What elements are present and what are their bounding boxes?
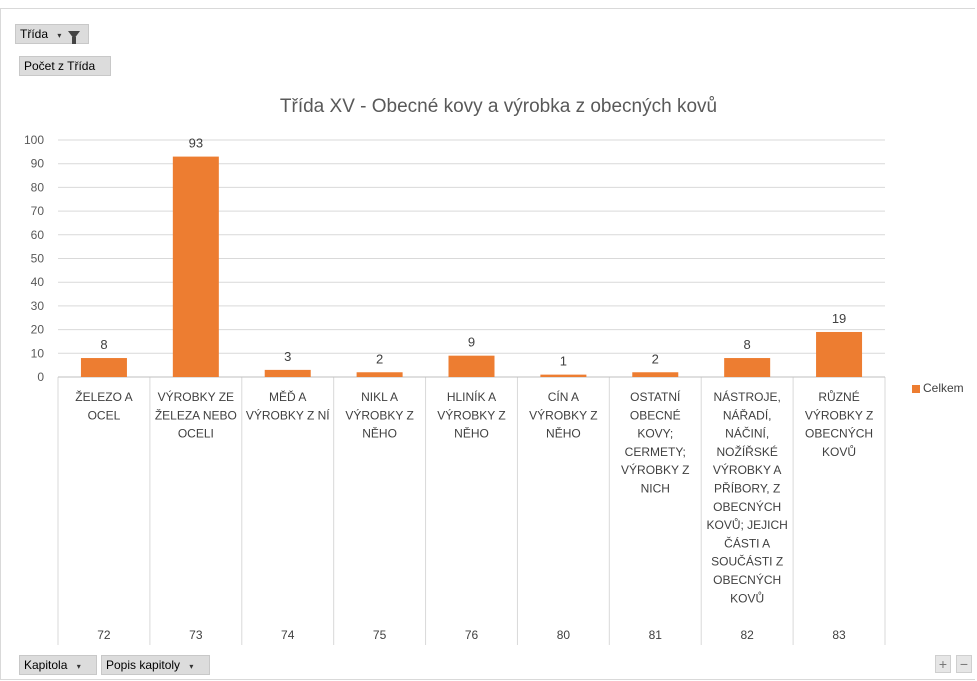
data-label: 2 bbox=[376, 351, 383, 366]
bar bbox=[448, 355, 495, 377]
dropdown-arrow-icon: ▾ bbox=[57, 31, 62, 40]
category-label-line: KOVŮ bbox=[822, 444, 856, 459]
category-label-line: OBECNÉ bbox=[630, 407, 681, 422]
y-tick-label: 70 bbox=[31, 204, 45, 218]
bar bbox=[632, 372, 679, 377]
category-label-line: VÝROBKY ZE bbox=[158, 389, 234, 404]
chart-frame bbox=[0, 8, 975, 680]
value-field-label: Počet z Třída bbox=[24, 59, 96, 73]
category-label-line: ŽELEZO A bbox=[75, 389, 132, 404]
minus-icon: − bbox=[959, 656, 969, 672]
category-code-label: 82 bbox=[740, 628, 754, 642]
bar bbox=[816, 331, 863, 377]
y-tick-label: 60 bbox=[31, 228, 45, 242]
category-code-label: 74 bbox=[281, 628, 295, 642]
data-label: 19 bbox=[832, 311, 846, 326]
category-label-line: RŮZNÉ bbox=[818, 389, 859, 404]
y-tick-label: 30 bbox=[31, 299, 45, 313]
category-label-line: OCEL bbox=[88, 408, 121, 422]
category-code-label: 80 bbox=[557, 628, 571, 642]
category-label-line: VÝROBKY Z bbox=[345, 407, 413, 422]
bar bbox=[264, 369, 311, 377]
dropdown-arrow-icon: ▾ bbox=[76, 662, 81, 671]
y-tick-label: 10 bbox=[31, 346, 45, 360]
data-label: 93 bbox=[189, 136, 203, 151]
category-label-line: ŽELEZA NEBO bbox=[155, 407, 237, 422]
filter-field-button[interactable]: Třída ▾ bbox=[15, 24, 89, 44]
category-label-line: NOŽÍŘSKÉ bbox=[716, 444, 777, 459]
category-label-line: NICH bbox=[641, 482, 670, 496]
y-tick-label: 40 bbox=[31, 275, 45, 289]
category-label-line: NĚHO bbox=[546, 426, 581, 441]
category-label-line: VÝROBKY Z bbox=[437, 407, 505, 422]
data-label: 8 bbox=[100, 337, 107, 352]
category-label-line: NIKL A bbox=[361, 390, 398, 404]
legend-label: Celkem bbox=[923, 381, 964, 395]
legend-swatch bbox=[912, 384, 920, 393]
category-label-line: OBECNÝCH bbox=[713, 499, 781, 514]
data-label: 8 bbox=[744, 337, 751, 352]
y-tick-label: 50 bbox=[31, 252, 45, 266]
value-field-button[interactable]: Počet z Třída bbox=[19, 56, 111, 76]
y-tick-label: 0 bbox=[37, 370, 44, 384]
category-label-line: OBECNÝCH bbox=[713, 572, 781, 587]
category-label-line: CÍN A bbox=[548, 389, 579, 404]
chart-title: Třída XV - Obecné kovy a výrobka z obecn… bbox=[280, 96, 717, 117]
category-label-line: VÝROBKY Z bbox=[805, 407, 873, 422]
category-label-line: OBECNÝCH bbox=[805, 426, 873, 441]
category-label-line: PŘÍBORY, Z bbox=[714, 481, 780, 496]
bar bbox=[80, 358, 127, 377]
dropdown-arrow-icon: ▾ bbox=[189, 662, 194, 671]
zoom-in-button[interactable]: + bbox=[935, 655, 951, 673]
data-label: 2 bbox=[652, 351, 659, 366]
data-label: 1 bbox=[560, 354, 567, 369]
category-label-line: NÁSTROJE, bbox=[713, 389, 780, 404]
y-tick-label: 100 bbox=[24, 133, 44, 147]
y-tick-label: 80 bbox=[31, 180, 45, 194]
y-tick-label: 90 bbox=[31, 157, 45, 171]
zoom-out-button[interactable]: − bbox=[956, 655, 972, 673]
category-label-line: KOVY; bbox=[637, 427, 673, 441]
filter-field-label: Třída bbox=[20, 27, 49, 41]
bar bbox=[356, 372, 403, 377]
category-label-line: HLINÍK A bbox=[447, 389, 496, 404]
category-label-line: MĚĎ A bbox=[269, 389, 306, 404]
plus-icon: + bbox=[938, 656, 948, 672]
category-code-label: 76 bbox=[465, 628, 479, 642]
row-field-button-popis[interactable]: Popis kapitoly ▾ bbox=[101, 655, 210, 675]
category-label-line: OCELI bbox=[178, 427, 214, 441]
category-label-line: KOVŮ bbox=[730, 590, 764, 605]
category-label-line: KOVŮ; JEJICH bbox=[706, 517, 787, 532]
legend: Celkem bbox=[912, 381, 964, 395]
category-code-label: 83 bbox=[832, 628, 846, 642]
row-field-label-popis: Popis kapitoly bbox=[106, 658, 181, 672]
category-label-line: SOUČÁSTI Z bbox=[711, 554, 783, 569]
category-label-line: NÁČINÍ, bbox=[725, 426, 769, 441]
category-label-line: VÝROBKY Z NÍ bbox=[246, 407, 330, 422]
category-code-label: 75 bbox=[373, 628, 387, 642]
y-tick-label: 20 bbox=[31, 323, 45, 337]
bar bbox=[172, 156, 219, 377]
data-label: 3 bbox=[284, 349, 291, 364]
filter-funnel-icon bbox=[67, 30, 80, 44]
category-label-line: VÝROBKY Z bbox=[621, 462, 689, 477]
data-label: 9 bbox=[468, 335, 475, 350]
category-label-line: VÝROBKY Z bbox=[529, 407, 597, 422]
category-label-line: CERMETY; bbox=[625, 445, 686, 459]
category-label-line: ČÁSTI A bbox=[724, 535, 770, 550]
category-label-line: OSTATNÍ bbox=[630, 389, 681, 404]
category-code-label: 73 bbox=[189, 628, 203, 642]
category-label-line: NĚHO bbox=[454, 426, 489, 441]
bar bbox=[540, 374, 587, 377]
category-label-line: NĚHO bbox=[362, 426, 397, 441]
bar bbox=[724, 358, 771, 377]
category-code-label: 81 bbox=[649, 628, 663, 642]
category-label-line: NÁŘADÍ, bbox=[723, 407, 772, 422]
row-field-button-kapitola[interactable]: Kapitola ▾ bbox=[19, 655, 97, 675]
category-code-label: 72 bbox=[97, 628, 111, 642]
row-field-label-kapitola: Kapitola bbox=[24, 658, 68, 672]
category-label-line: VÝROBKY A bbox=[713, 462, 781, 477]
